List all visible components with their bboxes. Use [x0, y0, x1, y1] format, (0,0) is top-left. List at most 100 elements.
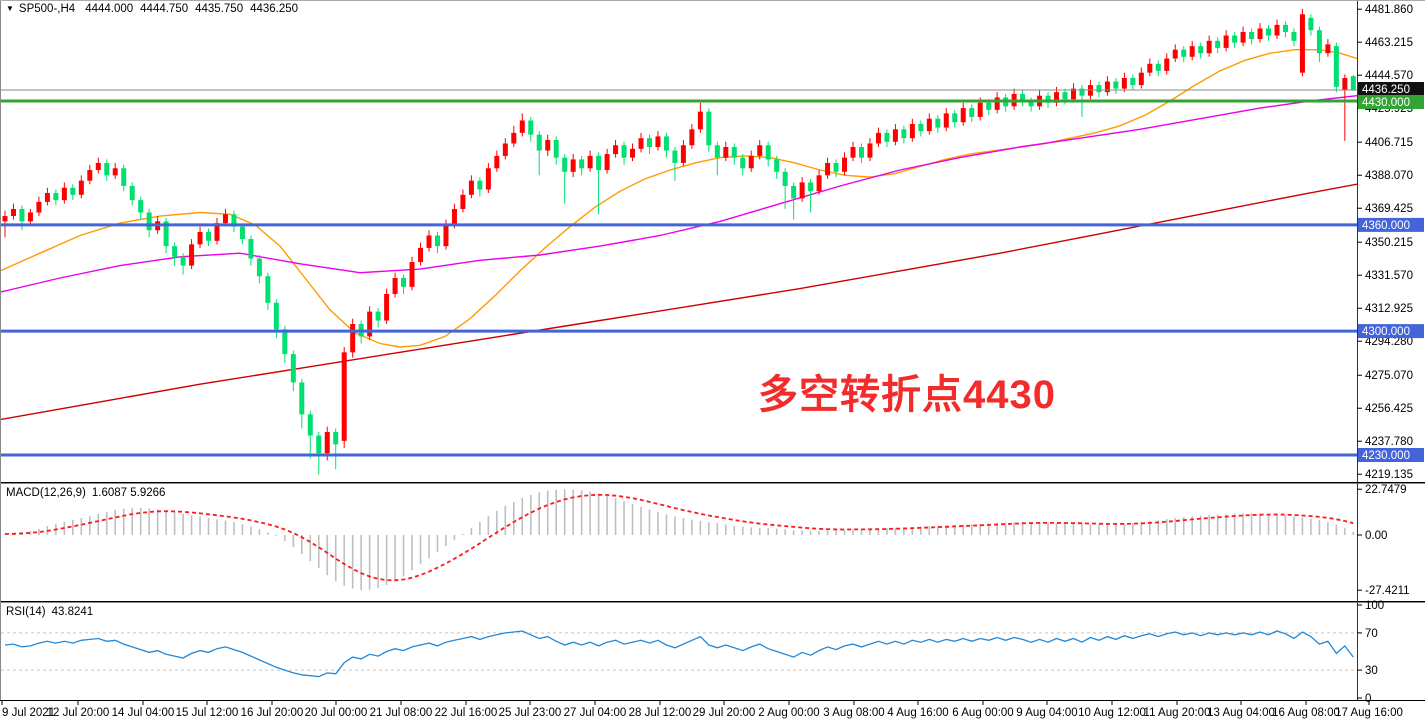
- candle-up: [384, 293, 390, 321]
- candle-down: [1045, 95, 1051, 103]
- candle-up: [443, 224, 449, 247]
- macd-histogram-bar: [903, 527, 905, 535]
- candle-down: [1215, 40, 1221, 48]
- price-axis[interactable]: 4481.8604463.2154444.5704425.9254406.715…: [1357, 4, 1424, 705]
- ohlc-high: 4444.750: [140, 3, 189, 15]
- candle-up: [799, 182, 805, 199]
- time-tick-label: 29 Jul 20:00: [693, 707, 756, 719]
- candle-down: [782, 171, 788, 186]
- candle-down: [1079, 88, 1085, 96]
- ohlc-close: 4436.250: [250, 3, 299, 15]
- macd-histogram-bar: [835, 530, 837, 535]
- candle-up: [909, 124, 915, 139]
- ohlc-low: 4435.750: [195, 3, 244, 15]
- macd-histogram-bar: [911, 526, 914, 535]
- price-tick-label: 4444.570: [1365, 70, 1413, 82]
- candle-down: [935, 118, 941, 128]
- candle-down: [265, 276, 271, 303]
- candle-up: [485, 168, 491, 190]
- time-tick-label: 14 Jul 04:00: [112, 707, 175, 719]
- candle-down: [1291, 31, 1297, 41]
- candle-down: [1282, 24, 1288, 32]
- candle-up: [494, 155, 500, 169]
- macd-histogram-bar: [538, 492, 541, 535]
- price-tick-label: 4275.070: [1365, 370, 1413, 382]
- candle-up: [36, 201, 42, 213]
- macd-histogram-bar: [725, 524, 727, 535]
- price-tick-label: 4481.860: [1365, 4, 1413, 16]
- candle-down: [70, 187, 76, 195]
- time-tick-label: 22 Jul 16:00: [435, 707, 498, 719]
- time-tick-label: 11 Aug 20:00: [1144, 707, 1211, 719]
- macd-histogram-bar: [343, 535, 345, 586]
- macd-histogram-bar: [436, 535, 439, 553]
- candle-up: [1325, 44, 1331, 54]
- macd-histogram-bar: [377, 535, 379, 589]
- candle-down: [714, 145, 720, 158]
- macd-histogram-bar: [411, 535, 413, 571]
- macd-histogram-bar: [309, 535, 312, 562]
- candle-up: [604, 154, 610, 171]
- candle-up: [1299, 14, 1305, 73]
- candle-down: [663, 136, 669, 151]
- macd-histogram-bar: [122, 508, 125, 535]
- macd-label: MACD(12,26,9): [6, 487, 86, 499]
- candle-up: [545, 139, 551, 151]
- macd-histogram-bar: [767, 528, 769, 535]
- macd-histogram-bar: [1106, 524, 1109, 535]
- macd-histogram-bar: [487, 515, 490, 535]
- main-price-pane[interactable]: [0, 8, 1357, 475]
- rsi-tick-label: 30: [1365, 665, 1378, 677]
- candle-down: [1130, 77, 1136, 86]
- macd-pane[interactable]: [4, 489, 1355, 591]
- candle-up: [723, 147, 729, 158]
- chart-annotation[interactable]: 多空转折点4430: [758, 373, 1056, 417]
- macd-histogram-bar: [563, 489, 566, 535]
- macd-histogram-bar: [682, 518, 685, 535]
- symbol-dropdown-icon[interactable]: ▼: [6, 4, 14, 13]
- candle-up: [1164, 58, 1170, 71]
- candle-down: [646, 138, 652, 148]
- candle-down: [248, 239, 254, 259]
- macd-histogram-bar: [784, 529, 786, 535]
- macd-histogram-bar: [928, 526, 931, 535]
- candle-up: [892, 129, 898, 142]
- macd-histogram-bar: [394, 535, 396, 582]
- time-tick-label: 6 Aug 00:00: [952, 707, 1013, 719]
- macd-histogram-bar: [699, 520, 702, 535]
- macd-histogram-bar: [1157, 520, 1160, 535]
- candle-down: [1096, 85, 1102, 93]
- candle-up: [875, 132, 881, 144]
- macd-histogram-bar: [284, 535, 286, 542]
- candle-down: [562, 157, 568, 172]
- price-tick-label: 4331.570: [1365, 270, 1413, 282]
- level-4300-badge: [1358, 324, 1424, 339]
- macd-histogram-bar: [479, 521, 481, 535]
- macd-histogram-bar: [1293, 516, 1295, 535]
- candle-up: [977, 102, 983, 117]
- macd-histogram-bar: [1233, 513, 1236, 535]
- macd-histogram-bar: [843, 529, 846, 535]
- candle-up: [1138, 72, 1144, 86]
- rsi-label: RSI(14): [6, 606, 46, 618]
- candle-up: [197, 231, 203, 245]
- macd-histogram-bar: [741, 526, 744, 535]
- candle-down: [774, 159, 780, 172]
- candle-down: [239, 226, 245, 240]
- macd-histogram-bar: [97, 513, 100, 535]
- macd-histogram-bar: [1165, 519, 1168, 535]
- bid-price-badge: [1358, 82, 1424, 96]
- time-tick-label: 13 Aug 04:00: [1207, 707, 1275, 719]
- candle-down: [1333, 46, 1339, 87]
- rsi-pane[interactable]: [1, 630, 1357, 678]
- candle-down: [884, 132, 890, 142]
- macd-histogram-bar: [555, 489, 557, 535]
- macd-histogram-bar: [1276, 514, 1278, 535]
- macd-histogram-bar: [572, 489, 574, 535]
- macd-histogram-bar: [1081, 524, 1083, 535]
- time-tick-label: 3 Aug 08:00: [823, 707, 884, 719]
- candle-up: [392, 278, 398, 294]
